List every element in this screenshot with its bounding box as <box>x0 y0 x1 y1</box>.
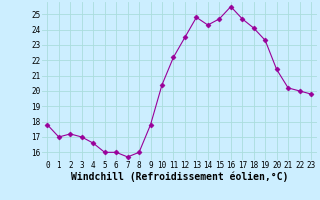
X-axis label: Windchill (Refroidissement éolien,°C): Windchill (Refroidissement éolien,°C) <box>70 172 288 182</box>
